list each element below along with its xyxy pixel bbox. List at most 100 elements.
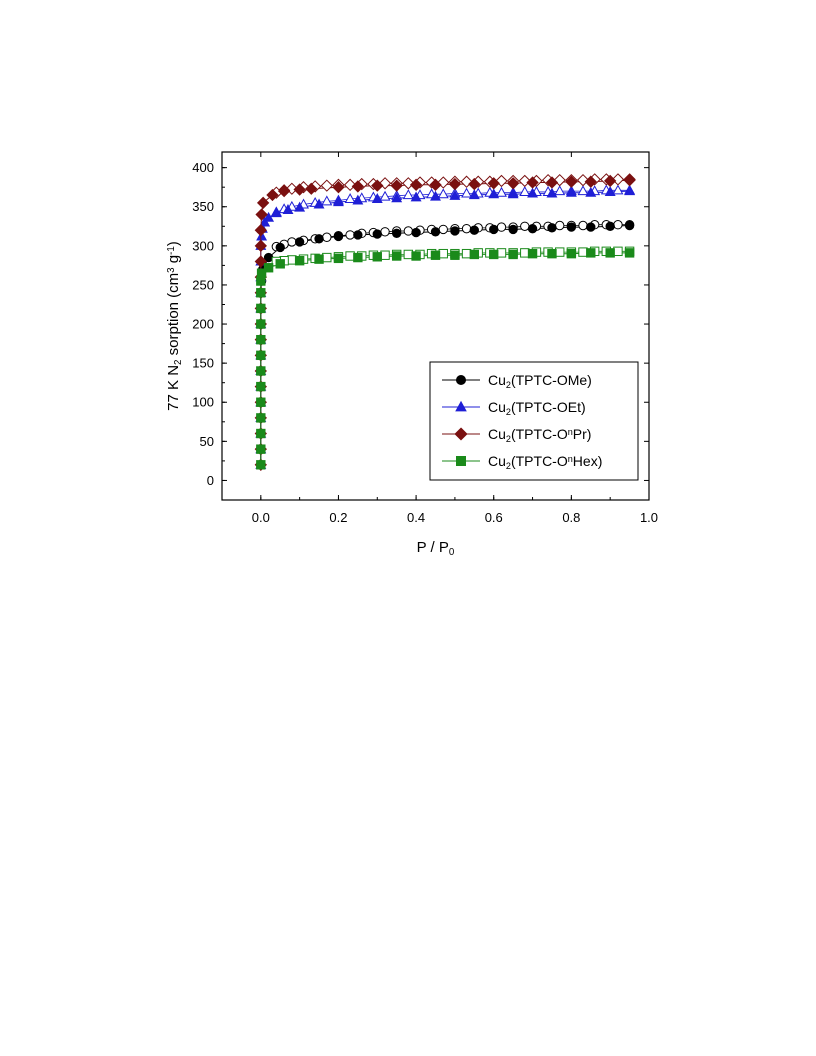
x-tick-label: 0.4 [407, 510, 425, 525]
desorption-point [403, 249, 414, 260]
adsorption-point [254, 255, 267, 268]
adsorption-point [294, 256, 305, 266]
series-layer [254, 173, 636, 471]
desorption-point [285, 182, 299, 195]
adsorption-point [256, 196, 270, 209]
y-axis-label: 77 K N2 sorption (cm3 g-1) [165, 241, 184, 411]
adsorption-point [410, 191, 422, 202]
y-tick-label: 0 [207, 473, 214, 488]
x-tick-label: 0.6 [485, 510, 503, 525]
desorption-point [519, 186, 531, 196]
adsorption-point [275, 242, 285, 253]
desorption-point [438, 224, 448, 235]
desorption-point [322, 252, 332, 263]
desorption-point [578, 220, 588, 231]
desorption-point [577, 185, 589, 196]
desorption-point [611, 173, 625, 186]
x-tick-label: 0.8 [562, 510, 580, 525]
desorption-point [402, 177, 415, 190]
adsorption-point [263, 263, 274, 273]
y-tick-label: 400 [192, 160, 214, 175]
adsorption-point [277, 184, 291, 198]
adsorption-point [282, 204, 294, 214]
adsorption-point [469, 249, 480, 260]
adsorption-point [623, 173, 636, 187]
adsorption-point [448, 177, 462, 191]
adsorption-point [254, 239, 267, 253]
desorption-point [287, 237, 297, 247]
adsorption-point [256, 460, 266, 470]
adsorption-point [266, 188, 279, 202]
legend-marker [454, 427, 468, 441]
adsorption-point [527, 187, 539, 198]
adsorption-point [254, 224, 267, 237]
axes: 0.0 0.2 0.4 0.6 0.8 1.0 0 50 100 150 200 250 300 350 4… [192, 152, 658, 525]
adsorption-point [353, 230, 363, 240]
adsorption-point [256, 288, 266, 298]
adsorption-point [468, 177, 481, 191]
desorption-point [380, 227, 390, 237]
desorption-point [343, 178, 357, 192]
adsorption-point [430, 227, 441, 237]
adsorption-point [390, 179, 403, 192]
desorption-point [555, 247, 565, 257]
adsorption-point [469, 225, 480, 235]
adsorption-point [527, 248, 538, 259]
legend-marker [455, 400, 467, 412]
desorption-point [461, 248, 472, 259]
desorption-point [496, 222, 507, 232]
adsorption-point [314, 234, 324, 244]
adsorption-point [547, 223, 557, 233]
adsorption-point [605, 221, 615, 231]
desorption-point [496, 248, 507, 258]
desorption-point [344, 193, 356, 203]
adsorption-point [450, 226, 460, 236]
desorption-point [320, 179, 333, 192]
adsorption-point [256, 276, 266, 286]
adsorption-point [508, 249, 518, 260]
desorption-point [380, 250, 390, 260]
adsorption-point [256, 366, 266, 376]
y-tick-label: 350 [192, 199, 214, 214]
adsorption-point [411, 251, 421, 261]
desorption-point [553, 173, 566, 187]
adsorption-point [507, 188, 519, 199]
adsorption-point [546, 187, 558, 198]
adsorption-point [256, 319, 266, 329]
adsorption-point [604, 174, 617, 188]
adsorption-point [489, 224, 499, 235]
y-tick-label: 50 [200, 434, 214, 449]
adsorption-point [351, 180, 365, 193]
desorption-point [402, 189, 414, 200]
adsorption-point [332, 196, 344, 207]
adsorption-point [256, 381, 266, 392]
adsorption-point [468, 189, 480, 200]
adsorption-point [372, 229, 382, 239]
adsorption-point [545, 176, 559, 189]
adsorption-point [584, 175, 597, 188]
adsorption-point [391, 192, 403, 203]
legend-entry: Cu2(TPTC-OnPr) [442, 426, 591, 444]
desorption-point [578, 247, 588, 257]
adsorption-point [256, 268, 267, 278]
x-tick-label: 0.0 [252, 510, 270, 525]
adsorption-point [256, 428, 266, 439]
y-tick-label: 250 [192, 277, 214, 292]
adsorption-point [256, 303, 266, 314]
adsorption-point [605, 248, 615, 258]
adsorption-point [547, 248, 557, 259]
desorption-point [613, 220, 623, 230]
adsorption-point [429, 178, 442, 192]
legend-label: Cu2(TPTC-OnPr) [488, 426, 591, 444]
desorption-point [345, 251, 355, 261]
x-axis-label: P / P0 [417, 539, 455, 558]
legend-label: Cu2(TPTC-OMe) [488, 372, 592, 390]
adsorption-point [305, 182, 318, 195]
series-3 [256, 246, 635, 470]
desorption-point [554, 185, 566, 196]
adsorption-point [489, 249, 499, 260]
adsorption-point [527, 223, 538, 234]
adsorption-point [332, 181, 345, 194]
adsorption-point [566, 248, 577, 259]
